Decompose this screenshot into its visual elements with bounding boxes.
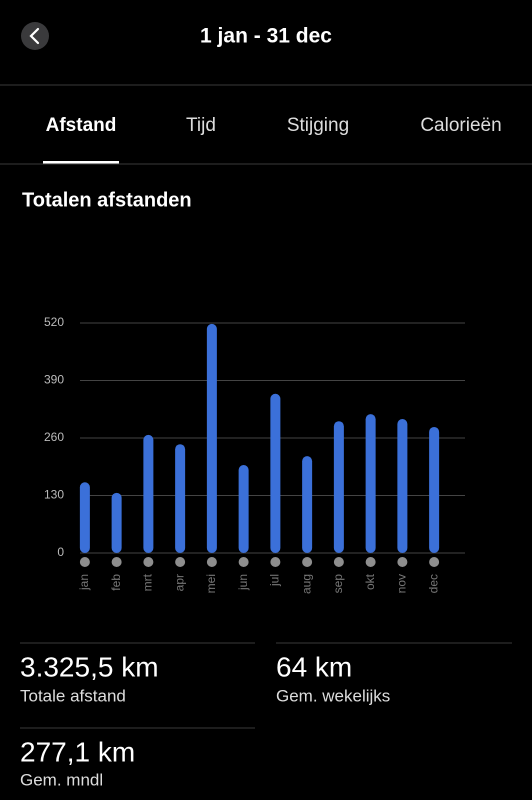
bar bbox=[270, 393, 281, 553]
x-dot bbox=[79, 557, 90, 567]
x-tick-label: aug bbox=[299, 574, 313, 594]
tab[interactable]: Calorieën bbox=[420, 115, 501, 136]
header-title: 1 jan - 31 dec bbox=[200, 25, 332, 48]
bar bbox=[333, 421, 344, 553]
bar bbox=[429, 426, 440, 553]
x-dot bbox=[270, 557, 281, 567]
x-dot bbox=[238, 557, 249, 567]
y-tick-label: 390 bbox=[44, 373, 64, 387]
back-icon bbox=[29, 27, 40, 45]
x-tick-label: mei bbox=[204, 574, 218, 593]
bar bbox=[111, 492, 122, 553]
y-tick-label: 260 bbox=[44, 430, 64, 444]
stat-label: Gem. mndl bbox=[20, 770, 103, 789]
x-dot bbox=[397, 557, 408, 567]
x-dot bbox=[206, 557, 217, 567]
x-dot bbox=[175, 557, 186, 567]
stat-value: 64 km bbox=[276, 651, 352, 682]
x-dot bbox=[365, 557, 376, 567]
tab[interactable]: Afstand bbox=[46, 115, 117, 136]
x-tick-label: jan bbox=[77, 574, 91, 591]
stat-label: Totale afstand bbox=[20, 686, 126, 705]
y-tick-label: 520 bbox=[44, 315, 64, 329]
bar bbox=[302, 456, 313, 553]
tab[interactable]: Tijd bbox=[186, 115, 216, 136]
back-button[interactable] bbox=[21, 22, 49, 50]
x-tick-label: jun bbox=[236, 574, 250, 591]
bar bbox=[143, 434, 154, 553]
x-dot bbox=[429, 557, 440, 567]
bar bbox=[238, 464, 249, 553]
bar bbox=[365, 414, 376, 553]
x-tick-label: apr bbox=[172, 574, 186, 591]
x-tick-label: mrt bbox=[141, 573, 155, 591]
x-tick-label: okt bbox=[363, 573, 377, 590]
stat-value: 277,1 km bbox=[20, 736, 135, 767]
x-tick-label: nov bbox=[395, 574, 409, 593]
chart-title: Totalen afstanden bbox=[22, 189, 192, 211]
x-dot bbox=[333, 557, 344, 567]
bar bbox=[175, 444, 186, 553]
bar bbox=[206, 323, 217, 553]
x-tick-label: jul bbox=[268, 574, 282, 587]
stat-label: Gem. wekelijks bbox=[276, 686, 390, 705]
x-dot bbox=[111, 557, 122, 567]
x-dot bbox=[302, 557, 313, 567]
tab[interactable]: Stijging bbox=[287, 115, 349, 136]
x-tick-label: sep bbox=[331, 574, 345, 594]
bar bbox=[397, 418, 408, 553]
bar bbox=[79, 482, 90, 553]
x-tick-label: feb bbox=[109, 574, 123, 591]
x-tick-label: dec bbox=[426, 574, 440, 593]
tab-underline bbox=[43, 161, 119, 164]
y-tick-label: 130 bbox=[44, 488, 64, 502]
x-dot bbox=[143, 557, 154, 567]
stat-value: 3.325,5 km bbox=[20, 651, 159, 682]
y-tick-label: 0 bbox=[57, 545, 64, 559]
